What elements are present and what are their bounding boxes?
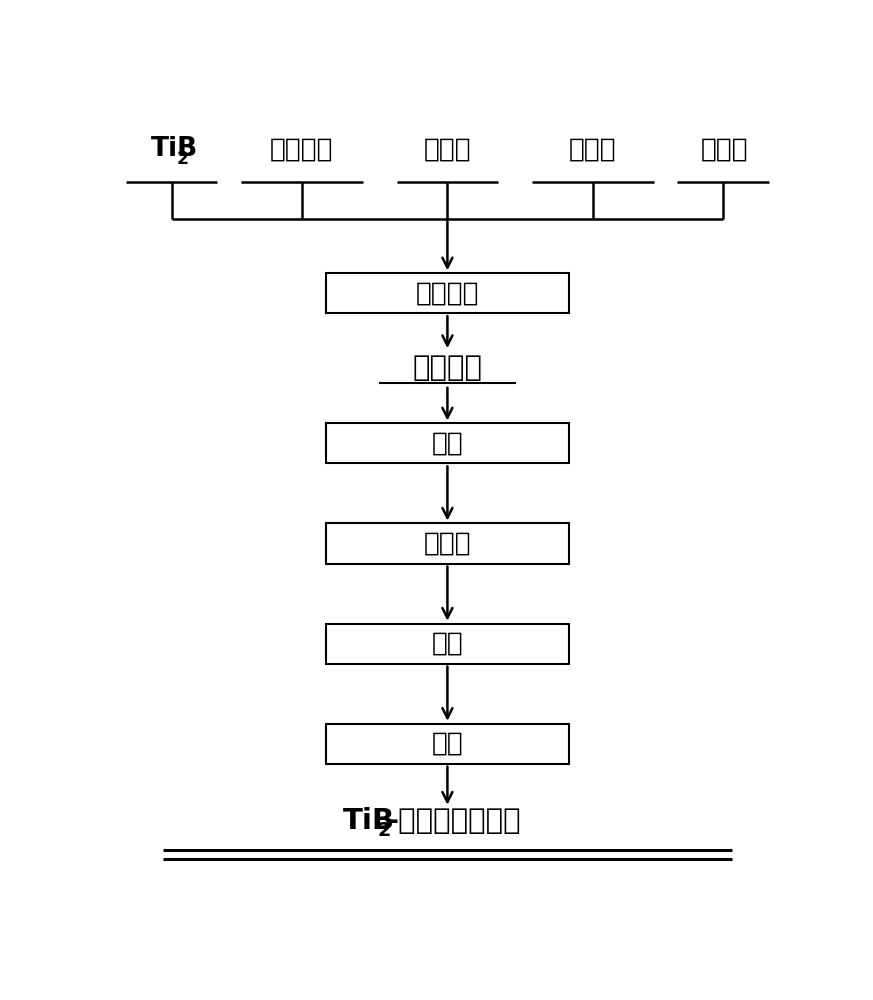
Bar: [326, 523, 569, 564]
Bar: [326, 273, 569, 313]
Bar: [326, 724, 569, 764]
Text: 腐殖酸: 腐殖酸: [701, 136, 749, 162]
Text: 成　型: 成 型: [423, 530, 471, 556]
Text: 粘结剂: 粘结剂: [569, 136, 616, 162]
Text: 混合粉末: 混合粉末: [412, 354, 483, 382]
Text: 干燥: 干燥: [431, 430, 464, 456]
Bar: [326, 624, 569, 664]
Bar: [326, 423, 569, 463]
Text: -石墨烯复合材料: -石墨烯复合材料: [387, 807, 521, 835]
Text: TiB: TiB: [342, 807, 395, 835]
Text: 石墨烯粉: 石墨烯粉: [271, 136, 333, 162]
Text: TiB: TiB: [151, 136, 198, 162]
Text: 脱脂: 脱脂: [431, 631, 464, 657]
Text: 球磨混合: 球磨混合: [416, 280, 479, 306]
Text: 2: 2: [378, 821, 391, 840]
Text: 分散剂: 分散剂: [423, 136, 471, 162]
Text: 烧结: 烧结: [431, 731, 464, 757]
Text: 2: 2: [177, 150, 189, 168]
